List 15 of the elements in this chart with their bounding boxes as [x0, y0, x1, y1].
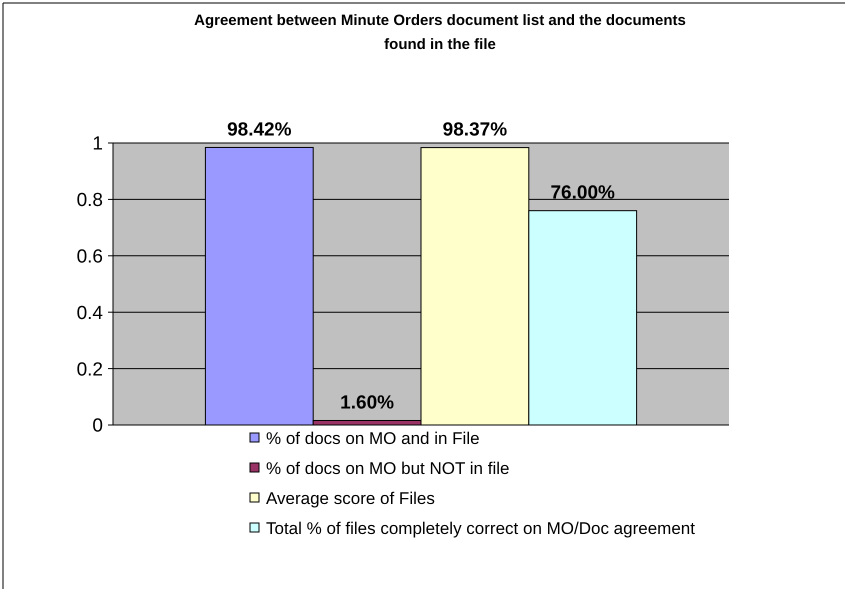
data-label: 98.42% — [227, 119, 292, 140]
y-tick-label: 0.6 — [76, 246, 103, 268]
legend-label: % of docs on MO but NOT in file — [266, 458, 510, 478]
y-tick-label: 0.4 — [76, 302, 104, 324]
legend-label: % of docs on MO and in File — [266, 428, 480, 448]
y-tick-label: 1 — [92, 134, 103, 155]
chart-title: Agreement between Minute Orders document list and the documents found in the file — [194, 12, 686, 53]
y-tick-label: 0.2 — [76, 359, 103, 380]
y-tick-label: 0.8 — [76, 190, 103, 212]
data-label: 76.00% — [550, 182, 616, 204]
y-tick-label: 0 — [92, 416, 103, 437]
data-label: 1.60% — [340, 392, 394, 414]
legend-label: Total % of files completely correct on MO/Doc agreement — [266, 518, 696, 538]
legend-label: Average score of Files — [266, 488, 435, 508]
data-label: 98.37% — [442, 120, 508, 141]
